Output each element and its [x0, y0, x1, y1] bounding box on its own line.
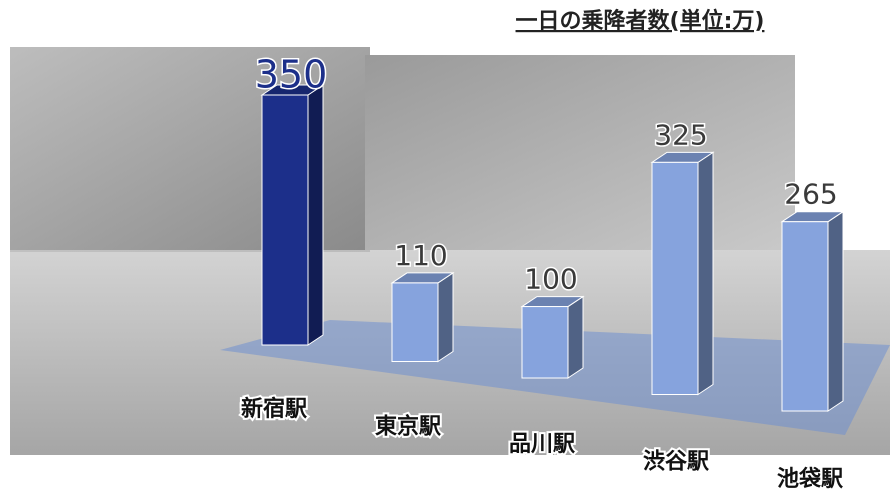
value-label: 110 [394, 239, 447, 272]
bar-side [698, 152, 713, 394]
value-label: 350 [255, 53, 328, 97]
bar [262, 95, 308, 345]
bar [782, 222, 828, 411]
category-label: 東京駅 [375, 414, 441, 440]
bar [392, 283, 438, 362]
chart-title: 一日の乗降者数(単位:万) [516, 8, 765, 34]
value-label: 100 [524, 263, 577, 296]
bar-side [568, 297, 583, 378]
value-label: 265 [784, 178, 837, 211]
category-label: 渋谷駅 [643, 449, 709, 475]
bar-side [438, 273, 453, 362]
category-label: 池袋駅 [777, 466, 843, 489]
category-label: 品川駅 [509, 432, 575, 457]
category-label: 新宿駅 [241, 396, 307, 422]
value-label: 325 [654, 118, 707, 151]
background-photo [365, 55, 795, 250]
bar-side [828, 212, 843, 411]
bar [522, 307, 568, 378]
bar [652, 162, 698, 394]
chart: 一日の乗降者数(単位:万) 350 新宿駅 110 東京駅 100 品川駅 325 渋谷駅 26… [0, 0, 890, 489]
bar-side [308, 85, 323, 345]
